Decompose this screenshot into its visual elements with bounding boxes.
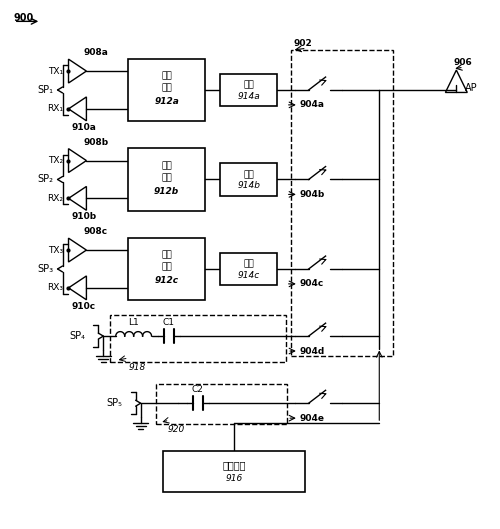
- Text: 滤波: 滤波: [162, 71, 172, 80]
- Text: 滤波: 滤波: [162, 161, 172, 170]
- Text: 920: 920: [168, 425, 185, 434]
- Text: 904a: 904a: [300, 101, 324, 110]
- Text: 908b: 908b: [84, 138, 108, 147]
- Text: SP₅: SP₅: [106, 398, 122, 408]
- Text: TX₃: TX₃: [48, 245, 64, 254]
- Bar: [220, 253, 278, 285]
- Text: 912a: 912a: [154, 97, 179, 106]
- Text: L1: L1: [128, 318, 139, 327]
- Text: C2: C2: [192, 385, 203, 394]
- Text: 910a: 910a: [71, 123, 96, 132]
- Text: 滤波: 滤波: [162, 251, 172, 260]
- Text: C1: C1: [163, 318, 175, 327]
- Bar: [128, 238, 206, 300]
- Text: 904c: 904c: [300, 279, 324, 288]
- Bar: [163, 451, 304, 492]
- Text: RX₁: RX₁: [48, 104, 64, 113]
- Bar: [220, 163, 278, 196]
- Text: 908a: 908a: [84, 48, 108, 57]
- Text: SP₄: SP₄: [69, 331, 85, 341]
- Text: TX₁: TX₁: [48, 67, 64, 76]
- Bar: [110, 315, 286, 362]
- Bar: [128, 149, 206, 211]
- Text: 908c: 908c: [84, 227, 108, 236]
- Text: RX₂: RX₂: [48, 194, 64, 203]
- Text: TX₂: TX₂: [48, 156, 64, 165]
- Text: 904d: 904d: [300, 346, 325, 355]
- Bar: [291, 50, 392, 356]
- Text: AP: AP: [466, 84, 478, 94]
- Text: SP₁: SP₁: [37, 85, 53, 95]
- Bar: [156, 385, 288, 424]
- Text: 控制单元: 控制单元: [222, 460, 246, 470]
- Text: 918: 918: [128, 363, 146, 372]
- Text: 910c: 910c: [71, 302, 95, 311]
- Text: 900: 900: [14, 13, 34, 23]
- Bar: [128, 59, 206, 121]
- Text: 902: 902: [294, 39, 312, 48]
- Text: 元件: 元件: [162, 262, 172, 271]
- Text: SP₃: SP₃: [37, 264, 53, 274]
- Bar: [220, 74, 278, 106]
- Text: 910b: 910b: [71, 212, 96, 221]
- Text: 匹配: 匹配: [244, 170, 254, 179]
- Text: 906: 906: [454, 58, 472, 67]
- Text: 匹配: 匹配: [244, 260, 254, 269]
- Text: 914b: 914b: [238, 181, 260, 190]
- Text: 914a: 914a: [238, 92, 260, 101]
- Text: RX₃: RX₃: [48, 284, 64, 293]
- Text: 元件: 元件: [162, 84, 172, 93]
- Text: 912b: 912b: [154, 187, 180, 196]
- Text: 元件: 元件: [162, 173, 172, 182]
- Text: 904e: 904e: [300, 414, 324, 423]
- Text: SP₂: SP₂: [37, 175, 53, 185]
- Text: 904b: 904b: [300, 190, 325, 199]
- Text: 916: 916: [225, 474, 242, 483]
- Text: 914c: 914c: [238, 271, 260, 280]
- Text: 912c: 912c: [154, 277, 179, 286]
- Text: 匹配: 匹配: [244, 80, 254, 89]
